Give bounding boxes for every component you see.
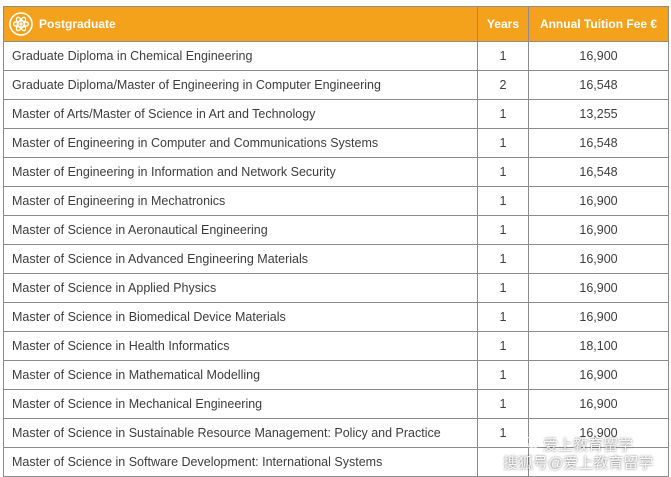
column-header-program: Postgraduate xyxy=(3,6,478,42)
fee-cell: 16,900 xyxy=(528,244,669,274)
fee-cell: 16,900 xyxy=(528,389,669,419)
fee-cell: 16,548 xyxy=(528,70,669,100)
program-cell: Master of Science in Software Developmen… xyxy=(3,447,478,477)
table-row: Master of Science in Software Developmen… xyxy=(3,447,669,477)
program-cell: Master of Science in Mechanical Engineer… xyxy=(3,389,478,419)
years-cell: 1 xyxy=(477,302,529,332)
years-cell: 1 xyxy=(477,331,529,361)
fee-cell: 16,900 xyxy=(528,215,669,245)
program-header-label: Postgraduate xyxy=(39,17,116,31)
fee-cell: 16,900 xyxy=(528,418,669,448)
years-cell: 1 xyxy=(477,157,529,187)
years-cell: 1 xyxy=(477,128,529,158)
table-row: Master of Science in Sustainable Resourc… xyxy=(3,418,669,448)
program-cell: Master of Science in Health Informatics xyxy=(3,331,478,361)
years-cell xyxy=(477,447,529,477)
program-cell: Master of Science in Biomedical Device M… xyxy=(3,302,478,332)
fee-cell: 18,100 xyxy=(528,331,669,361)
fee-cell: 16,900 xyxy=(528,360,669,390)
tuition-table: Postgraduate Years Annual Tuition Fee € … xyxy=(3,6,669,477)
table-row: Master of Science in Biomedical Device M… xyxy=(3,302,669,332)
years-cell: 2 xyxy=(477,70,529,100)
years-cell: 1 xyxy=(477,99,529,129)
table-row: Master of Arts/Master of Science in Art … xyxy=(3,99,669,129)
years-cell: 1 xyxy=(477,273,529,303)
program-cell: Master of Engineering in Information and… xyxy=(3,157,478,187)
table-row: Master of Science in Mechanical Engineer… xyxy=(3,389,669,419)
years-cell: 1 xyxy=(477,215,529,245)
fee-cell: 16,548 xyxy=(528,128,669,158)
fee-cell: 13,255 xyxy=(528,99,669,129)
table-row: Graduate Diploma in Chemical Engineering… xyxy=(3,41,669,71)
program-cell: Master of Science in Mathematical Modell… xyxy=(3,360,478,390)
years-cell: 1 xyxy=(477,360,529,390)
years-cell: 1 xyxy=(477,389,529,419)
program-cell: Master of Engineering in Computer and Co… xyxy=(3,128,478,158)
program-cell: Master of Arts/Master of Science in Art … xyxy=(3,99,478,129)
program-cell: Master of Engineering in Mechatronics xyxy=(3,186,478,216)
program-cell: Master of Science in Applied Physics xyxy=(3,273,478,303)
fee-cell: 16,548 xyxy=(528,157,669,187)
table-row: Master of Engineering in Information and… xyxy=(3,157,669,187)
program-cell: Graduate Diploma in Chemical Engineering xyxy=(3,41,478,71)
table-row: Master of Science in Aeronautical Engine… xyxy=(3,215,669,245)
fee-cell: 16,900 xyxy=(528,273,669,303)
column-header-years: Years xyxy=(477,6,529,42)
program-cell: Graduate Diploma/Master of Engineering i… xyxy=(3,70,478,100)
years-cell: 1 xyxy=(477,244,529,274)
table-row: Graduate Diploma/Master of Engineering i… xyxy=(3,70,669,100)
table-header-row: Postgraduate Years Annual Tuition Fee € xyxy=(3,6,669,42)
years-cell: 1 xyxy=(477,186,529,216)
tuition-table-wrapper: Postgraduate Years Annual Tuition Fee € … xyxy=(3,6,669,477)
fee-cell xyxy=(528,447,669,477)
fee-cell: 16,900 xyxy=(528,302,669,332)
years-cell: 1 xyxy=(477,41,529,71)
table-row: Master of Science in Applied Physics 1 1… xyxy=(3,273,669,303)
years-cell: 1 xyxy=(477,418,529,448)
column-header-fee: Annual Tuition Fee € xyxy=(528,6,669,42)
table-row: Master of Science in Health Informatics … xyxy=(3,331,669,361)
table-row: Master of Science in Advanced Engineerin… xyxy=(3,244,669,274)
table-row: Master of Science in Mathematical Modell… xyxy=(3,360,669,390)
program-cell: Master of Science in Sustainable Resourc… xyxy=(3,418,478,448)
atom-icon xyxy=(9,12,33,36)
program-cell: Master of Science in Aeronautical Engine… xyxy=(3,215,478,245)
table-row: Master of Engineering in Mechatronics 1 … xyxy=(3,186,669,216)
program-cell: Master of Science in Advanced Engineerin… xyxy=(3,244,478,274)
fee-cell: 16,900 xyxy=(528,41,669,71)
table-row: Master of Engineering in Computer and Co… xyxy=(3,128,669,158)
fee-cell: 16,900 xyxy=(528,186,669,216)
